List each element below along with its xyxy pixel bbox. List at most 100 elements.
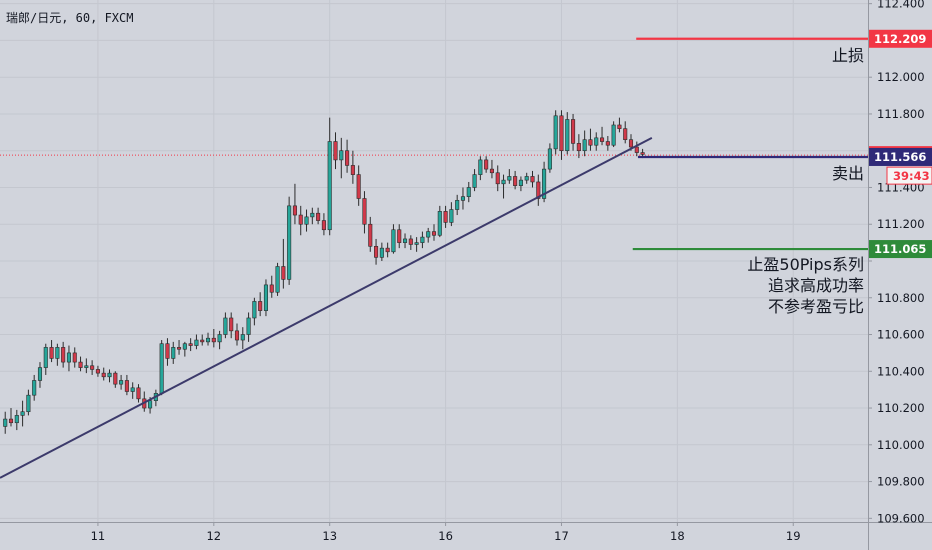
- candle: [321, 213, 326, 236]
- candle: [333, 132, 338, 170]
- candle-body: [437, 211, 442, 236]
- candle: [200, 334, 205, 346]
- candle: [431, 224, 437, 241]
- candle: [130, 382, 135, 399]
- take-profit-annotation-line: 不参考盈亏比: [768, 297, 864, 316]
- candle-body: [20, 411, 25, 416]
- candle: [171, 341, 176, 364]
- candle-body: [449, 209, 454, 223]
- candle-body: [599, 137, 605, 142]
- candle-body: [310, 212, 315, 218]
- trendline: [0, 136, 653, 479]
- candle-body: [397, 229, 402, 243]
- candle: [582, 130, 587, 157]
- candle: [385, 242, 390, 258]
- take-profit-tag: [869, 240, 932, 259]
- candle: [43, 343, 48, 375]
- candle: [455, 194, 460, 216]
- candle-body: [489, 168, 494, 174]
- take-profit-annotation-line: 追求高成功率: [768, 276, 864, 295]
- candle-body: [559, 115, 564, 152]
- candle: [472, 169, 477, 192]
- candle: [90, 360, 95, 375]
- candle: [379, 242, 384, 261]
- chart-title: 瑞郎/日元, 60, FXCM: [6, 11, 134, 25]
- candle-body: [530, 176, 535, 183]
- candle-body: [536, 181, 541, 199]
- candle-body: [582, 139, 587, 152]
- candle: [211, 329, 216, 348]
- candle-body: [136, 387, 141, 400]
- x-tick-label: 16: [438, 529, 453, 543]
- candle-body: [95, 369, 100, 374]
- candle-body: [119, 380, 124, 385]
- candle-body: [339, 150, 344, 161]
- candle-body: [460, 196, 466, 201]
- candle: [402, 233, 408, 249]
- candle: [611, 121, 616, 148]
- candle: [368, 216, 373, 252]
- candle: [605, 136, 610, 151]
- candle: [536, 174, 541, 206]
- candle: [501, 174, 506, 199]
- candle: [443, 205, 448, 228]
- candles: [3, 110, 645, 434]
- candle-body: [507, 176, 512, 181]
- y-tick-label: 111.800: [877, 107, 925, 121]
- candle-body: [571, 119, 576, 144]
- candle-body: [188, 343, 193, 346]
- x-tick-label: 18: [670, 529, 685, 543]
- candle-body: [246, 317, 251, 335]
- candle-body: [148, 400, 153, 409]
- candle: [617, 117, 622, 133]
- candle-body: [3, 418, 8, 427]
- candle: [437, 205, 442, 238]
- y-tick-label: 109.600: [877, 511, 925, 525]
- countdown-label: 39:43: [893, 169, 930, 183]
- candle-body: [130, 387, 135, 392]
- x-tick-label: 19: [786, 529, 801, 543]
- candle-body: [49, 347, 54, 359]
- candle-body: [513, 176, 518, 186]
- candle-body: [287, 205, 292, 280]
- candle: [356, 165, 361, 206]
- candle: [136, 384, 141, 403]
- candle: [61, 341, 66, 368]
- candle: [362, 191, 367, 234]
- candle-body: [368, 223, 373, 247]
- candle: [3, 411, 8, 434]
- sell-annotation: 卖出: [832, 164, 864, 183]
- candle-body: [350, 165, 355, 175]
- y-tick-label: 110.600: [877, 328, 925, 342]
- candle: [426, 227, 431, 243]
- candle: [240, 327, 245, 350]
- candle-body: [101, 372, 106, 378]
- candle-body: [518, 179, 523, 186]
- stop-loss-annotation: 止损: [832, 46, 864, 65]
- candle-body: [275, 266, 280, 293]
- candle-body: [72, 352, 77, 363]
- candle-body: [26, 394, 31, 413]
- candle: [8, 408, 14, 427]
- candle: [84, 358, 89, 374]
- candle-body: [200, 339, 205, 343]
- candle-body: [495, 172, 500, 185]
- candle-body: [576, 143, 581, 152]
- y-tick-label: 112.400: [877, 0, 925, 11]
- candle: [484, 156, 489, 173]
- candle-body: [269, 284, 274, 293]
- y-tick-label: 112.000: [877, 70, 925, 84]
- candle: [513, 170, 518, 190]
- candle: [229, 312, 234, 339]
- candle-body: [298, 214, 303, 225]
- candle-body: [223, 317, 228, 335]
- candle-body: [217, 334, 222, 343]
- candle-body: [182, 343, 187, 350]
- candle-body: [402, 238, 408, 243]
- candle: [101, 367, 106, 381]
- candle: [542, 161, 547, 203]
- candle: [588, 128, 593, 151]
- candle: [478, 156, 483, 181]
